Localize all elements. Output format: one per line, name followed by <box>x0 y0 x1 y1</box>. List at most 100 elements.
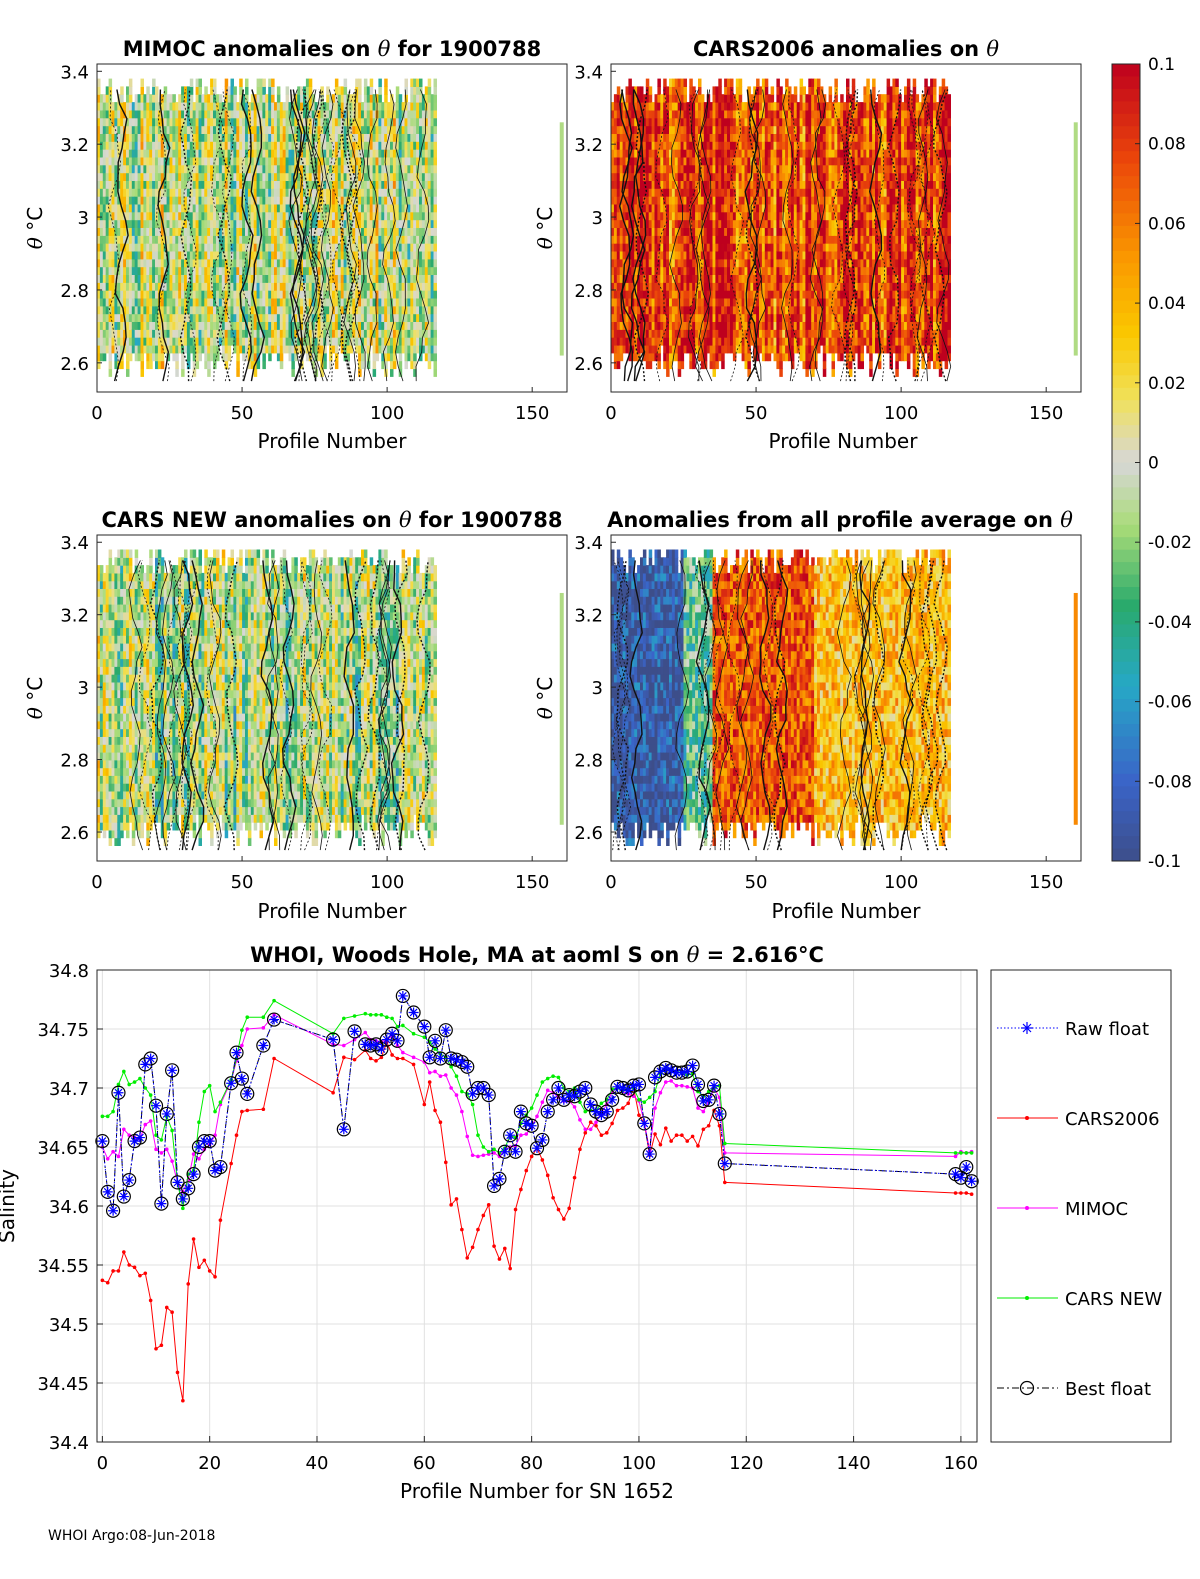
heatmap-cell <box>434 243 438 251</box>
heatmap-cell <box>146 86 150 94</box>
heatmap-cell <box>190 94 194 102</box>
heatmap-cell <box>164 86 168 94</box>
heatmap-cell <box>335 361 339 369</box>
heatmap-cell <box>384 79 388 87</box>
heatmap-cell <box>657 361 661 369</box>
heatmap-cell <box>213 329 217 337</box>
heatmap-cell <box>434 173 438 181</box>
heatmap-cell <box>231 79 235 87</box>
heatmap-cell <box>434 337 438 345</box>
heatmap-cell <box>396 86 400 94</box>
heatmap-cell <box>262 353 266 361</box>
heatmap-cell <box>213 337 217 345</box>
heatmap-cell <box>434 306 438 314</box>
heatmap-cell <box>225 79 229 87</box>
heatmap-cell <box>291 361 295 369</box>
heatmap-cell <box>434 251 438 259</box>
heatmap-cell <box>236 353 240 361</box>
heatmap-cell <box>434 141 438 149</box>
heatmap-cell <box>291 369 295 377</box>
heatmap-cell <box>233 94 237 102</box>
heatmap-cell <box>657 353 661 361</box>
heatmap-cell <box>434 110 438 118</box>
heatmap-cell <box>126 369 130 377</box>
heatmap-cell <box>649 86 653 94</box>
heatmap-cell <box>207 361 211 369</box>
heatmap-cell <box>560 122 564 355</box>
y-tick-label: 3.4 <box>60 62 89 83</box>
heatmap-cells <box>611 79 1078 377</box>
heatmap-cell <box>399 94 403 102</box>
heatmap-cell <box>681 361 685 369</box>
heatmap-cell <box>434 188 438 196</box>
heatmap-cell <box>434 235 438 243</box>
heatmap-cell <box>405 361 409 369</box>
heatmap-cell <box>262 361 266 369</box>
heatmap-cell <box>419 79 423 87</box>
y-tick-label: 3.2 <box>60 135 89 156</box>
heatmap-cell <box>120 94 124 102</box>
heatmap-cell <box>434 165 438 173</box>
heatmap-cell <box>213 275 217 283</box>
heatmap-cell <box>434 361 438 369</box>
heatmap-cell <box>399 353 403 361</box>
heatmap-cell <box>434 275 438 283</box>
heatmap-cell <box>361 353 365 361</box>
heatmap-cell <box>213 290 217 298</box>
heatmap-cell <box>213 314 217 322</box>
heatmap-cell <box>213 306 217 314</box>
heatmap-cell <box>181 369 185 377</box>
heatmap-cell <box>175 353 179 361</box>
heatmap-cell <box>245 86 249 94</box>
heatmap-cell <box>141 361 145 369</box>
heatmap-cell <box>640 86 644 94</box>
heatmap-cell <box>190 86 194 94</box>
heatmap-cell <box>175 361 179 369</box>
heatmap-cell <box>434 133 438 141</box>
heatmap-cell <box>344 86 348 94</box>
y-tick-label: 2.8 <box>60 281 89 302</box>
heatmap-cell <box>120 361 124 369</box>
heatmap-cell <box>181 361 185 369</box>
heatmap-cell <box>245 79 249 87</box>
heatmap-cell <box>434 345 438 353</box>
heatmap-cell <box>326 86 330 94</box>
heatmap-cell <box>378 94 382 102</box>
heatmap-cell <box>257 361 261 369</box>
heatmap-cell <box>364 79 368 87</box>
heatmap-cell <box>649 361 653 369</box>
heatmap-cell <box>254 369 258 377</box>
heatmap-cell <box>434 290 438 298</box>
heatmap-cell <box>428 361 432 369</box>
heatmap-cell <box>335 79 339 87</box>
heatmap-cell <box>196 361 200 369</box>
heatmap-cell <box>358 86 362 94</box>
heatmap-cell <box>120 86 124 94</box>
heatmap-cell <box>657 79 661 87</box>
heatmap-cell <box>390 369 394 377</box>
heatmap-cell <box>434 180 438 188</box>
heatmap-cell <box>219 94 223 102</box>
heatmap-cell <box>152 79 156 87</box>
heatmap-cell <box>428 86 432 94</box>
heatmap-cell <box>280 353 284 361</box>
heatmap-cell <box>213 180 217 188</box>
heatmap-cell <box>213 157 217 165</box>
heatmap-cell <box>384 86 388 94</box>
y-ticks: 2.62.833.23.4 <box>60 62 102 375</box>
x-tick-label: 150 <box>515 403 549 424</box>
x-tick-label: 50 <box>231 403 254 424</box>
heatmap-cell <box>373 361 377 369</box>
heatmap-cell <box>213 212 217 220</box>
heatmap-cell <box>213 345 217 353</box>
heatmap-cell <box>646 79 650 87</box>
heatmap-cell <box>329 353 333 361</box>
heatmap-cell <box>149 361 153 369</box>
heatmap-cell <box>358 94 362 102</box>
heatmap-cell <box>434 353 438 361</box>
heatmap-cell <box>378 79 382 87</box>
panel-title: CARS2006 anomalies on θ <box>693 37 999 61</box>
